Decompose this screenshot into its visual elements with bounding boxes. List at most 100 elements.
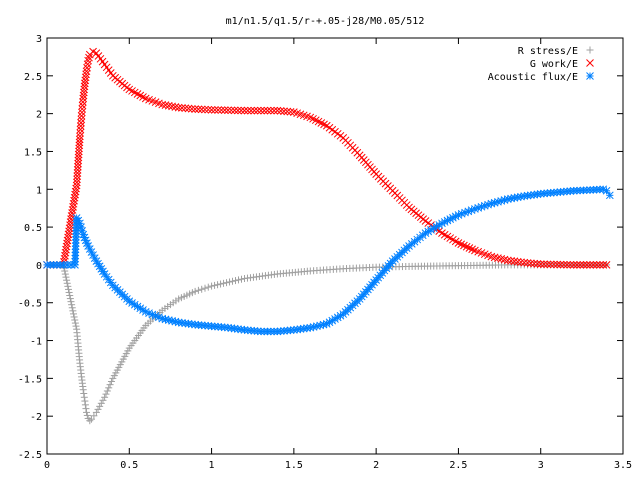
data-point xyxy=(507,256,515,265)
data-point xyxy=(573,261,581,269)
data-point xyxy=(171,103,180,111)
data-point xyxy=(536,260,545,269)
data-point xyxy=(74,153,83,162)
data-point xyxy=(197,105,206,114)
data-point xyxy=(61,248,70,257)
data-point xyxy=(67,298,75,306)
legend-label: Acoustic flux/E xyxy=(488,72,578,83)
data-point xyxy=(101,393,109,401)
data-point xyxy=(605,191,614,200)
legend-marker xyxy=(586,46,594,54)
data-point xyxy=(74,156,83,165)
data-point xyxy=(77,118,85,127)
data-point xyxy=(523,259,532,267)
data-point xyxy=(513,193,522,202)
data-point xyxy=(84,56,92,65)
data-point xyxy=(61,270,69,278)
data-point xyxy=(217,280,225,288)
data-point xyxy=(80,85,89,94)
data-point xyxy=(158,100,167,109)
data-point xyxy=(224,106,232,115)
data-point xyxy=(530,259,538,268)
data-point xyxy=(79,94,88,103)
data-point xyxy=(181,104,190,113)
data-point xyxy=(589,261,598,269)
y-tick-label: -0.5 xyxy=(18,299,42,310)
data-point xyxy=(64,233,72,242)
x-tick-label: 2 xyxy=(373,460,379,471)
y-tick-label: -2.5 xyxy=(18,450,42,461)
data-point xyxy=(63,276,71,284)
chart-title: m1/n1.5/q1.5/r-+.05-j28/M0.05/512 xyxy=(226,16,425,27)
data-point xyxy=(592,261,601,269)
y-tick-label: 2.5 xyxy=(24,72,42,83)
data-point xyxy=(503,256,512,265)
y-tick-label: 0 xyxy=(36,261,42,272)
x-tick-label: 2.5 xyxy=(449,460,467,471)
data-point xyxy=(72,178,81,187)
y-tick-label: 2 xyxy=(36,110,42,121)
data-point xyxy=(270,106,278,115)
data-point xyxy=(260,106,269,115)
y-tick-label: 0.5 xyxy=(24,223,42,234)
axis-ticks: 0 0.5 1 1.5 2 2.5 3 3.5 3 2.5 2 1.5 1 0.5 0 -0.5 -1 -1.5 -… xyxy=(18,34,632,471)
data-point xyxy=(286,107,295,116)
data-point xyxy=(184,104,193,113)
data-point xyxy=(211,281,219,289)
data-point xyxy=(69,307,77,315)
data-point xyxy=(253,106,262,115)
legend-label: G work/E xyxy=(530,59,578,70)
data-point xyxy=(85,53,93,62)
data-point xyxy=(168,102,176,111)
data-point xyxy=(63,239,71,248)
data-point xyxy=(276,107,285,115)
data-point xyxy=(217,106,226,114)
data-point xyxy=(513,257,522,266)
data-point xyxy=(79,98,87,106)
data-point xyxy=(92,408,100,416)
data-point xyxy=(237,275,245,283)
data-point xyxy=(201,284,209,292)
data-point xyxy=(207,106,216,114)
data-point xyxy=(164,101,173,110)
data-point xyxy=(208,282,216,290)
data-point xyxy=(194,105,203,114)
data-point xyxy=(76,125,85,134)
data-point xyxy=(569,261,578,269)
data-point xyxy=(229,277,237,285)
legend: R stress/E G work/E Acoustic flux/E xyxy=(488,46,594,83)
data-point xyxy=(599,261,608,269)
y-tick-label: 1.5 xyxy=(24,147,42,158)
data-point xyxy=(582,261,591,269)
data-point xyxy=(204,283,212,291)
data-point xyxy=(72,322,80,330)
data-point xyxy=(62,242,71,251)
data-point xyxy=(107,378,115,386)
data-point xyxy=(602,261,611,269)
data-point xyxy=(563,260,571,269)
data-point xyxy=(65,224,74,233)
data-point xyxy=(94,405,102,413)
data-point xyxy=(230,106,239,115)
data-point xyxy=(510,257,519,266)
data-point xyxy=(70,313,78,321)
data-point xyxy=(250,106,259,115)
data-point xyxy=(526,259,535,268)
data-point xyxy=(191,105,199,113)
data-marks xyxy=(43,47,614,425)
data-point xyxy=(234,106,242,115)
y-tick-label: 1 xyxy=(36,185,42,196)
data-point xyxy=(214,106,223,114)
data-point xyxy=(243,106,252,115)
x-tick-label: 0 xyxy=(44,460,50,471)
plot-frame xyxy=(46,37,624,455)
data-point xyxy=(64,282,72,290)
data-point xyxy=(74,159,82,168)
legend-marker xyxy=(586,59,594,67)
data-point xyxy=(174,103,183,112)
data-point xyxy=(73,172,82,180)
data-point xyxy=(223,279,231,287)
data-point xyxy=(64,230,73,239)
data-point xyxy=(198,285,206,293)
